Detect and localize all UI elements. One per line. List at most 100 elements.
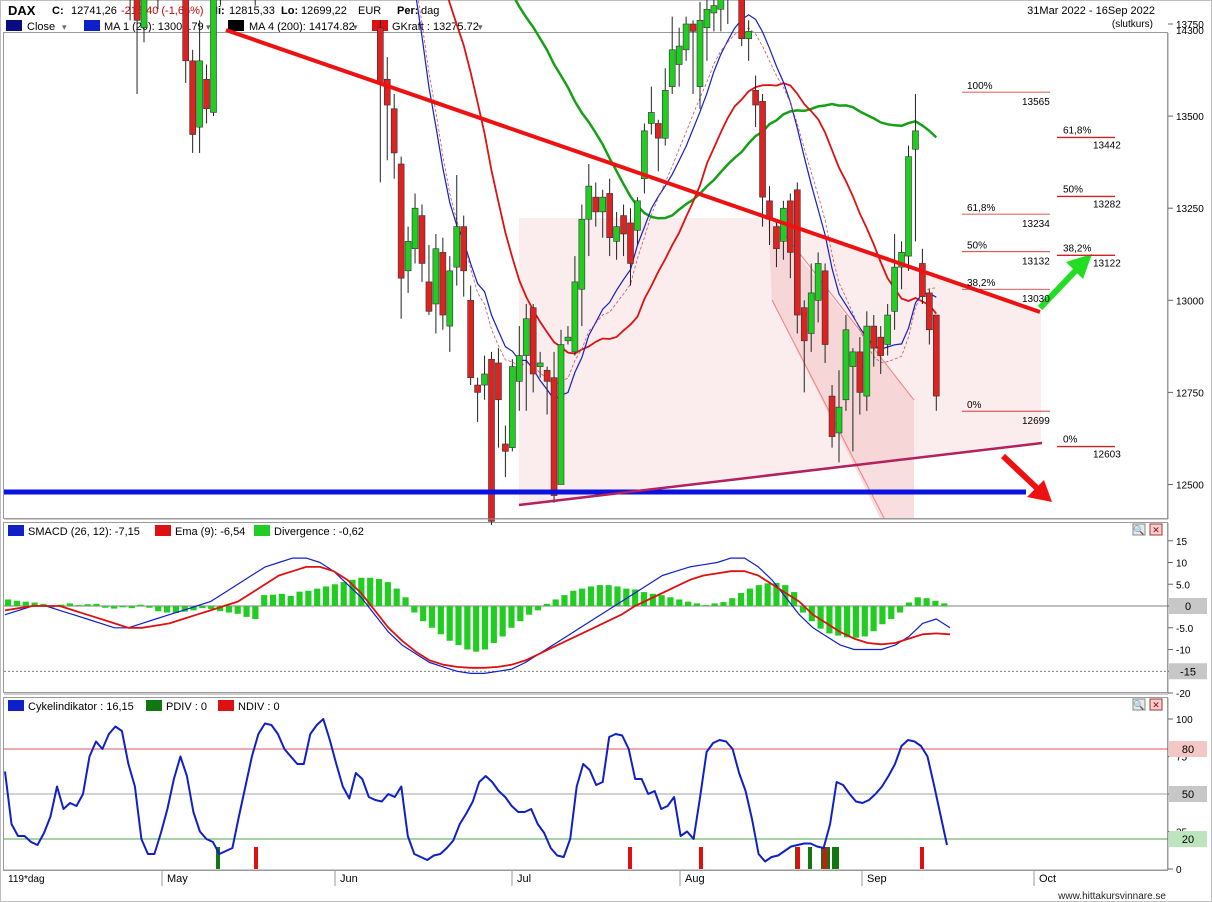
candle-body: [453, 226, 461, 268]
cycle-zoom-icon[interactable]: [1132, 698, 1146, 711]
divergence-bar: [481, 606, 489, 650]
legend-cycle[interactable]: Cykelindikator : 16,15: [28, 701, 134, 713]
divergence-bar: [729, 598, 736, 606]
candle-body: [717, 0, 725, 10]
candle-body: [842, 329, 850, 401]
price-tick-label: 12750: [1176, 388, 1204, 399]
legend-gkraft-dropdown-icon[interactable]: ▾: [478, 22, 483, 32]
pdiv-bar: [216, 847, 220, 869]
divergence-bar: [526, 606, 533, 615]
legend-close-dropdown-icon[interactable]: ▾: [62, 22, 67, 32]
legend-ma1[interactable]: MA 1 (20): 13005.79: [104, 21, 204, 33]
month-label: Aug: [685, 873, 705, 885]
divergence-bar: [579, 588, 586, 606]
candle-body: [703, 8, 711, 28]
date-range: 31Mar 2022 - 16Sep 2022: [1027, 5, 1155, 17]
smacd-swatch-icon: [8, 525, 24, 536]
lo-label: Lo:: [281, 5, 298, 17]
macd-zoom-icon[interactable]: [1132, 523, 1146, 536]
divergence-bar: [437, 606, 444, 635]
divergence-bar: [402, 597, 409, 606]
divergence-bar: [905, 602, 913, 606]
candle-body: [877, 336, 885, 356]
ma1-swatch-icon: [84, 20, 100, 31]
legend-pdiv[interactable]: PDIV : 0: [166, 701, 207, 713]
divergence-bar: [702, 605, 709, 606]
divergence-bar: [746, 588, 754, 606]
divergence-bar: [632, 589, 639, 606]
divergence-bar: [852, 606, 860, 638]
candle-body: [620, 215, 627, 235]
cycle-plot: 1007550250805020: [4, 698, 1207, 876]
candle-body: [571, 281, 579, 353]
candle-body: [383, 78, 391, 106]
divergence-bar: [490, 606, 497, 643]
ndiv-bar: [254, 847, 258, 869]
divergence-bar: [534, 606, 542, 611]
candle-body: [182, 0, 189, 62]
candle-body: [536, 362, 544, 367]
divergence-bar: [110, 606, 118, 609]
macd-ref-label-15: -15: [1180, 666, 1196, 678]
candle-body: [932, 314, 940, 397]
fib-left-value: 13565: [1022, 97, 1050, 108]
divergence-bar: [667, 597, 674, 606]
legend-ma4[interactable]: MA 4 (200): 14174.82: [249, 21, 355, 33]
green-ma-line: [514, 0, 938, 220]
candle-body: [891, 266, 898, 312]
divergence-bar: [331, 584, 338, 606]
legend-ma1-dropdown-icon[interactable]: ▾: [206, 22, 211, 32]
macd-close-icon[interactable]: [1149, 523, 1163, 536]
candle-body: [432, 248, 440, 305]
macd-legend: SMACD (26, 12): -7,15 Ema (9): -6,54 Div…: [8, 523, 1163, 538]
divergence-bar: [879, 606, 886, 625]
candle-body: [800, 307, 808, 342]
ema-line: [4, 566, 951, 669]
ndiv-swatch-icon: [218, 700, 234, 711]
legend-gkraft[interactable]: GKraft : 13275.72: [392, 21, 479, 33]
candle-body: [397, 163, 405, 279]
divergence-bar: [923, 598, 930, 606]
cycle-close-icon[interactable]: [1149, 698, 1163, 711]
divergence-bar: [57, 604, 65, 606]
legend-divergence[interactable]: Divergence : -0,62: [274, 526, 364, 538]
divergence-bar: [269, 594, 277, 606]
month-label: May: [167, 873, 188, 885]
divergence-bar: [13, 600, 21, 606]
candle-body: [522, 318, 530, 356]
divergence-bar: [764, 583, 771, 606]
candle-body: [752, 90, 759, 106]
divergence-bar: [84, 604, 91, 606]
divergence-bar: [75, 605, 82, 606]
legend-ma4-dropdown-icon[interactable]: ▾: [353, 22, 358, 32]
divergence-bar: [40, 603, 47, 606]
candle-body: [738, 0, 746, 40]
divergence-bar: [676, 599, 683, 606]
legend-close[interactable]: Close: [27, 21, 55, 33]
candle-body: [613, 226, 620, 242]
divergence-bar: [623, 588, 630, 606]
close-value: 12741,26: [71, 5, 117, 17]
candle-body: [654, 123, 662, 139]
divergence-bar: [782, 585, 789, 606]
interval-label: 119*dag: [8, 874, 45, 885]
candle-body: [495, 362, 502, 401]
candle-body: [474, 384, 481, 393]
legend-smacd[interactable]: SMACD (26, 12): -7,15: [28, 526, 140, 538]
divergence-bar: [420, 606, 427, 622]
candle-body: [550, 377, 558, 496]
legend-ema[interactable]: Ema (9): -6,54: [175, 526, 245, 538]
divergence-bar: [199, 606, 206, 609]
divergence-bar: [287, 595, 294, 606]
candle-body: [627, 222, 634, 264]
month-label: Jul: [517, 873, 531, 885]
period-value: dag: [421, 5, 439, 17]
svg-text:✕: ✕: [1152, 525, 1160, 535]
fibonacci-levels: 161,8%14100200,0%14430100%1356561,8%1323…: [962, 81, 1121, 461]
divergence-bar: [888, 606, 895, 620]
divergence-bar: [570, 590, 577, 606]
candle-body: [446, 270, 454, 327]
legend-ndiv[interactable]: NDIV : 0: [238, 701, 280, 713]
candle-body: [599, 196, 607, 213]
